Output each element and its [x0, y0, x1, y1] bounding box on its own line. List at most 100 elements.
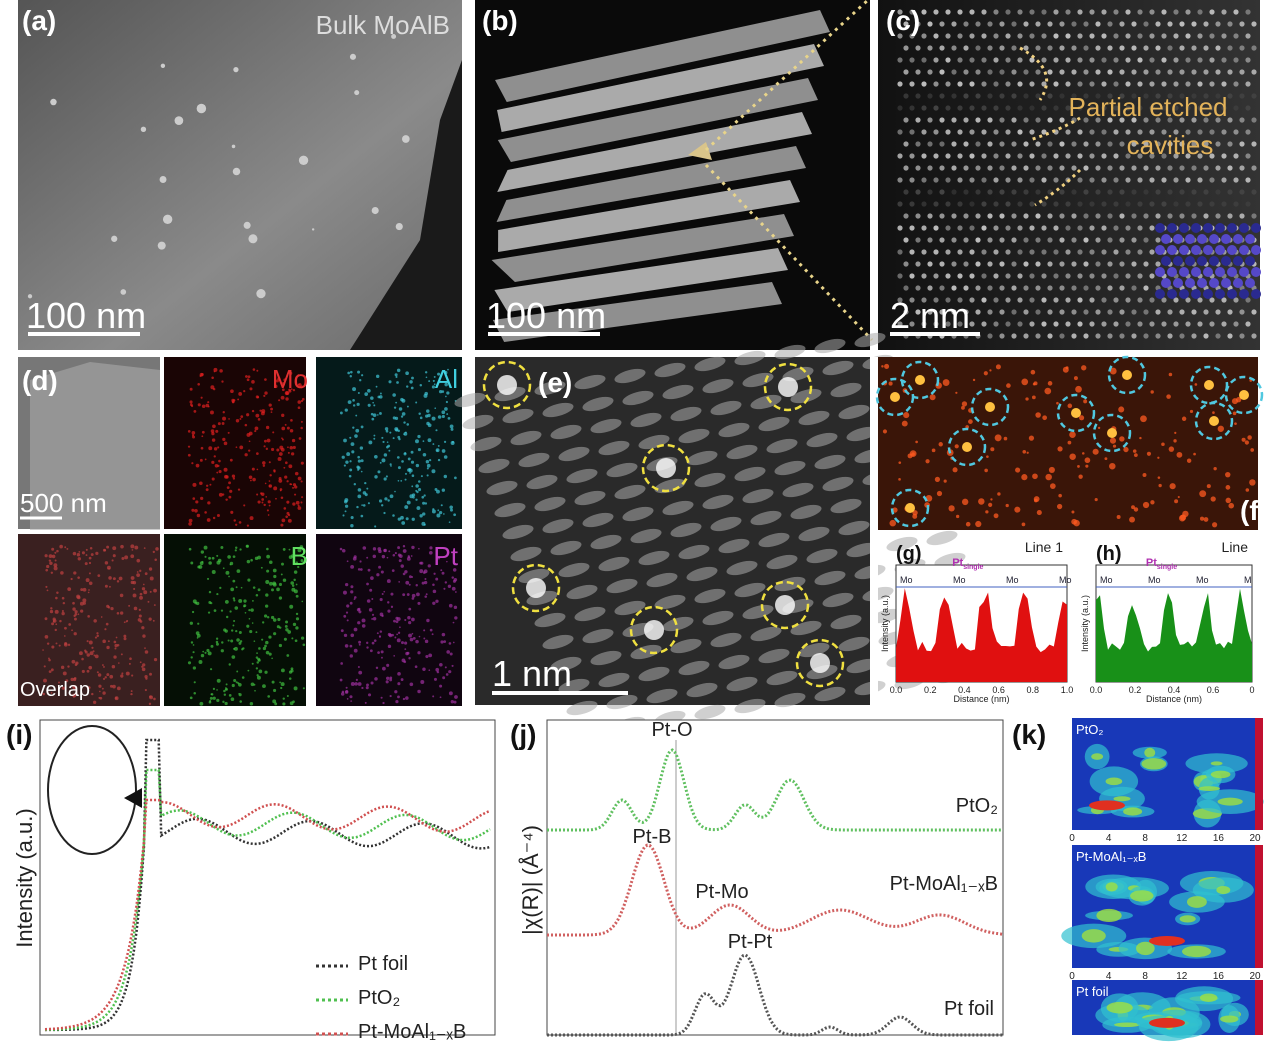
- atom: [1209, 153, 1215, 159]
- eds-dot: [199, 701, 204, 706]
- atom: [1017, 273, 1023, 279]
- eds-dot: [384, 427, 389, 431]
- eds-dot: [223, 467, 228, 472]
- atom: [897, 33, 903, 39]
- atom: [969, 321, 975, 327]
- lattice-fringe: [598, 556, 630, 572]
- bright-spot: [978, 498, 985, 505]
- eds-dot: [454, 616, 458, 620]
- eds-dot: [256, 452, 259, 455]
- eds-dot: [252, 477, 256, 482]
- eds-dot: [278, 399, 281, 402]
- atom: [975, 117, 981, 123]
- atom: [1053, 177, 1059, 183]
- eds-dot: [74, 617, 77, 621]
- lattice-fringe: [846, 426, 878, 442]
- eds-dot: [81, 551, 85, 555]
- eds-dot: [429, 628, 433, 632]
- scale-bar-label: 100 nm: [486, 295, 606, 336]
- eds-dot: [67, 643, 71, 646]
- eds-dot: [57, 681, 61, 684]
- eds-dot: [247, 669, 250, 672]
- eds-dot: [366, 582, 369, 586]
- eds-dot: [280, 686, 283, 690]
- eds-dot: [50, 607, 53, 610]
- eds-dot: [64, 546, 67, 549]
- atom: [957, 57, 963, 63]
- lattice-fringe: [566, 468, 598, 484]
- atom: [999, 69, 1005, 75]
- eds-dot: [409, 637, 414, 642]
- eds-dot: [222, 437, 226, 442]
- atom: [1191, 213, 1197, 219]
- lattice-fringe: [638, 550, 670, 566]
- eds-dot: [144, 647, 146, 649]
- eds-dot: [300, 480, 303, 483]
- model-atom: [1203, 223, 1213, 233]
- eds-dot: [208, 446, 213, 451]
- atom: [969, 273, 975, 279]
- atom: [1083, 141, 1089, 147]
- atom: [1071, 261, 1077, 267]
- eds-dot: [222, 416, 227, 421]
- atom: [1107, 93, 1113, 99]
- eds-dot: [111, 664, 116, 669]
- eds-dot: [213, 370, 216, 373]
- eds-dot: [438, 378, 441, 380]
- eds-dot: [346, 560, 349, 563]
- colorbar: [1255, 718, 1263, 830]
- eds-dot: [408, 575, 412, 579]
- atom: [969, 9, 975, 15]
- eds-dot: [44, 617, 48, 621]
- lattice-fringe: [766, 438, 798, 454]
- bright-spot: [898, 461, 902, 464]
- eds-dot: [406, 500, 411, 505]
- atom: [1137, 81, 1143, 87]
- atom: [963, 165, 969, 171]
- eds-dot: [427, 564, 431, 568]
- atom: [957, 225, 963, 231]
- particle: [50, 98, 57, 106]
- lattice-fringe: [694, 472, 726, 488]
- plot-frame: [546, 719, 1004, 1036]
- bright-spot: [989, 369, 992, 372]
- eds-dot: [453, 513, 457, 517]
- atom: [903, 141, 909, 147]
- eds-dot: [256, 661, 260, 664]
- eds-dot: [439, 696, 442, 699]
- particle: [391, 34, 397, 39]
- atom: [1185, 9, 1191, 15]
- bright-spot: [948, 505, 955, 512]
- eds-dot: [443, 587, 446, 590]
- eds-dot: [230, 510, 234, 514]
- eds-dot: [281, 413, 285, 417]
- atom: [1125, 201, 1131, 207]
- eds-dot: [133, 606, 138, 611]
- atom: [981, 225, 987, 231]
- lattice-fringe: [750, 510, 782, 526]
- lattice-fringe: [670, 406, 702, 422]
- eds-dot: [341, 548, 346, 553]
- eds-dot: [250, 558, 253, 562]
- lattice-fringe: [534, 496, 566, 512]
- model-atom: [1191, 267, 1201, 277]
- atom: [1119, 285, 1125, 291]
- eds-dot: [443, 474, 448, 479]
- eds-dot: [409, 472, 411, 474]
- lattice-fringe: [766, 670, 798, 686]
- eds-dot: [350, 700, 353, 702]
- atom: [969, 33, 975, 39]
- eds-dot: [397, 466, 401, 470]
- atom: [981, 321, 987, 327]
- lattice-fringe: [734, 350, 766, 366]
- eds-dot: [269, 560, 273, 565]
- bright-spot: [1169, 483, 1176, 490]
- atom: [897, 273, 903, 279]
- eds-dot: [370, 576, 374, 580]
- eds-dot: [415, 439, 419, 444]
- eds-dot: [85, 548, 88, 551]
- eds-dot: [264, 614, 268, 618]
- eds-dot: [408, 657, 411, 660]
- eds-dot: [219, 369, 223, 373]
- x-tick-label: 0.0: [890, 685, 903, 695]
